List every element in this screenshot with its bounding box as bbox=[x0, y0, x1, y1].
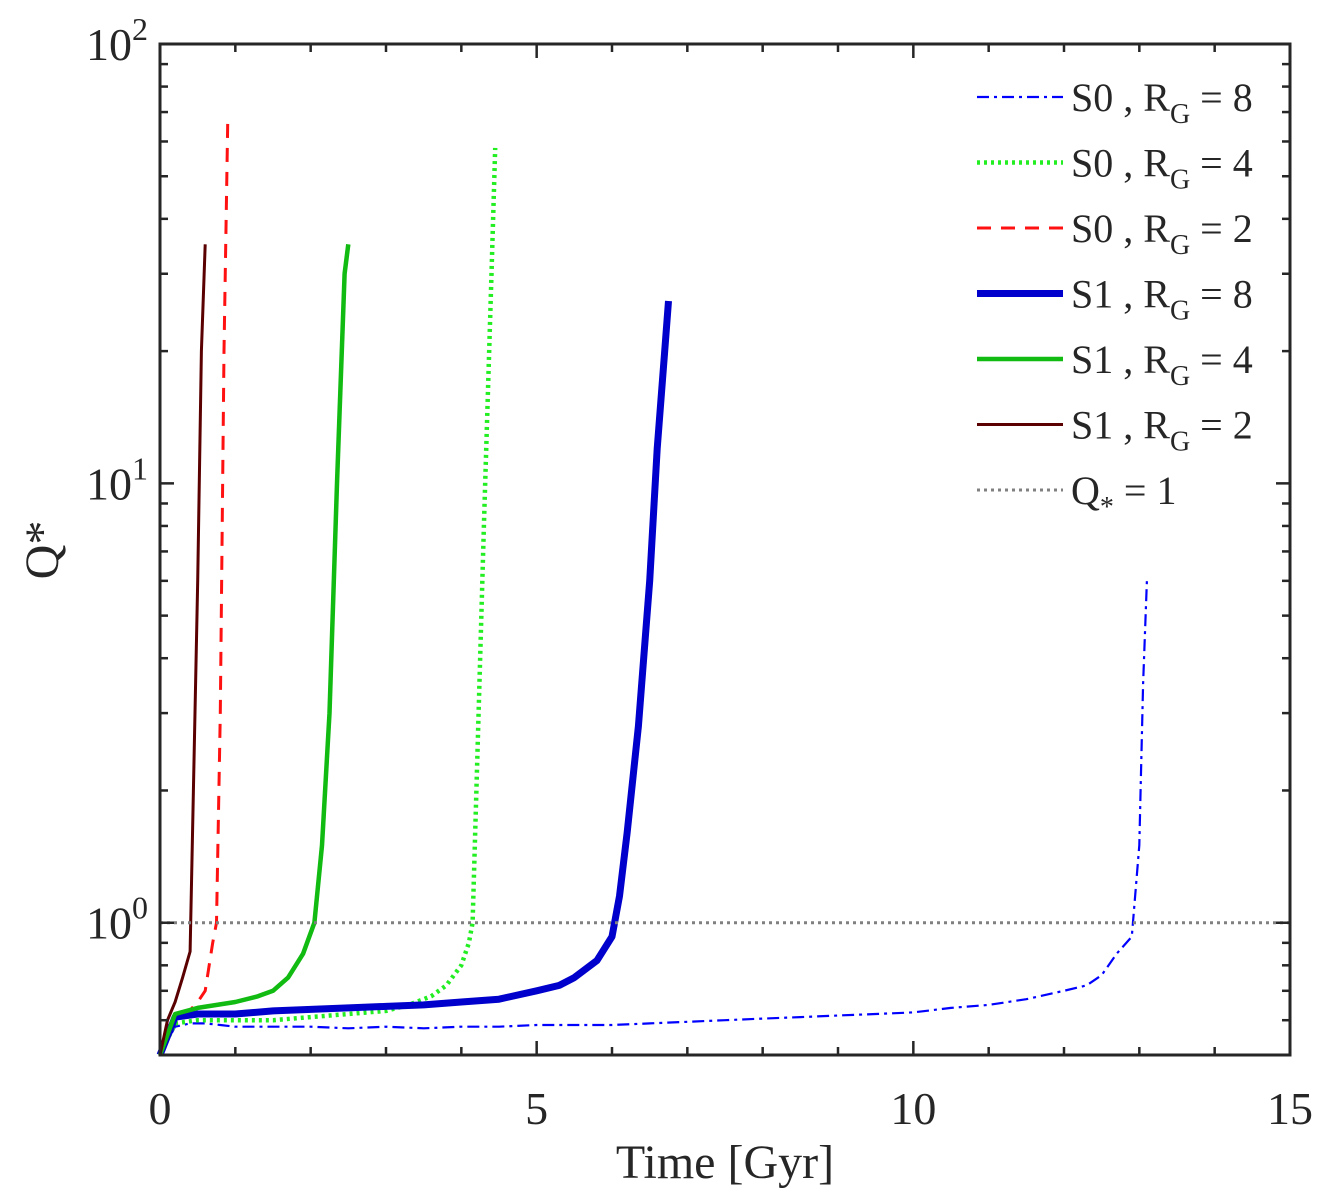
x-tick-label: 5 bbox=[525, 1083, 548, 1134]
legend-label-s0-rg2: S0 , RG = 2 bbox=[1071, 206, 1253, 261]
x-tick-label: 15 bbox=[1267, 1083, 1313, 1134]
plot-frame bbox=[158, 42, 1292, 1057]
y-tick-label: 101 bbox=[86, 450, 148, 509]
legend-label-s0-rg4: S0 , RG = 4 bbox=[1071, 141, 1253, 196]
series-line-s1-rg4 bbox=[157, 244, 351, 1056]
series-line-s1-rg2 bbox=[158, 244, 207, 1056]
series-layer bbox=[156, 117, 1290, 1057]
legend-label-s1-rg4: S1 , RG = 4 bbox=[1071, 337, 1253, 392]
x-tick-label: 0 bbox=[149, 1083, 172, 1134]
y-tick-label: 102 bbox=[86, 11, 148, 70]
legend: S0 , RG = 8 S0 , RG = 4 S0 , RG = 2 S1 , RG… bbox=[977, 75, 1253, 523]
legend-label-s0-rg8: S0 , RG = 8 bbox=[1071, 75, 1253, 130]
series-line-s0-rg8 bbox=[159, 580, 1148, 1056]
series-line-s0-rg4 bbox=[157, 147, 498, 1056]
y-axis-label: Q* bbox=[16, 521, 69, 580]
legend-label-q1: Q* = 1 bbox=[1071, 468, 1176, 523]
legend-label-s1-rg8: S1 , RG = 8 bbox=[1071, 272, 1253, 327]
legend-label-s1-rg2: S1 , RG = 2 bbox=[1071, 403, 1253, 458]
tick-label-layer: 0 5 10 15 100 101 102 bbox=[86, 11, 1313, 1134]
y-tick-label: 100 bbox=[86, 890, 148, 949]
series-line-s1-rg8 bbox=[156, 300, 672, 1057]
x-axis-label: Time [Gyr] bbox=[616, 1136, 834, 1189]
x-tick-label: 10 bbox=[890, 1083, 936, 1134]
tick-layer bbox=[158, 42, 1292, 1057]
